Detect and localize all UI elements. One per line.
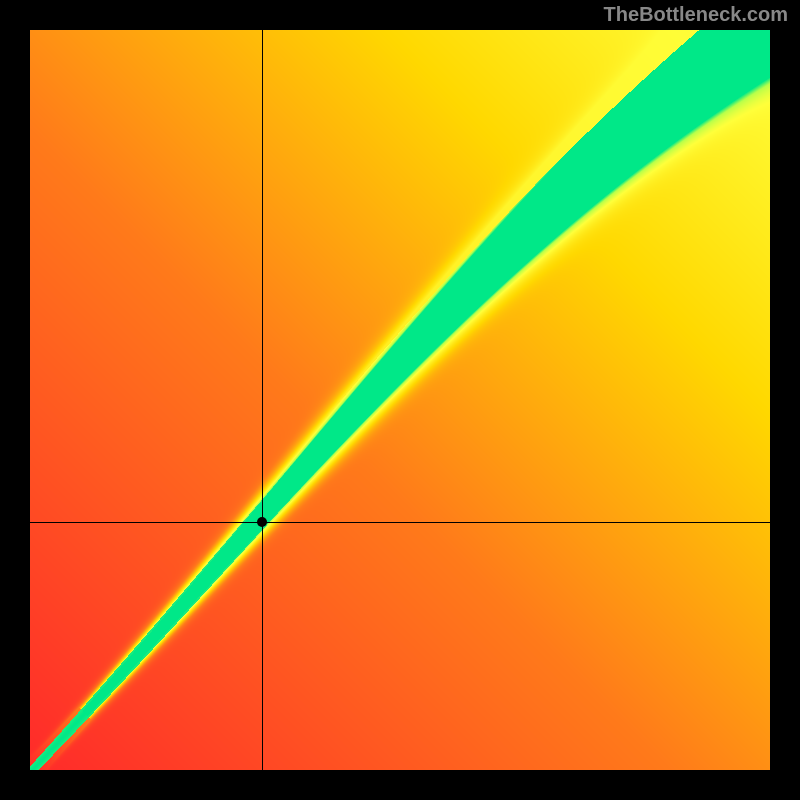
heatmap-canvas (30, 30, 770, 770)
chart-container: TheBottleneck.com (0, 0, 800, 800)
watermark-text: TheBottleneck.com (604, 4, 788, 27)
chart-frame (30, 30, 770, 770)
